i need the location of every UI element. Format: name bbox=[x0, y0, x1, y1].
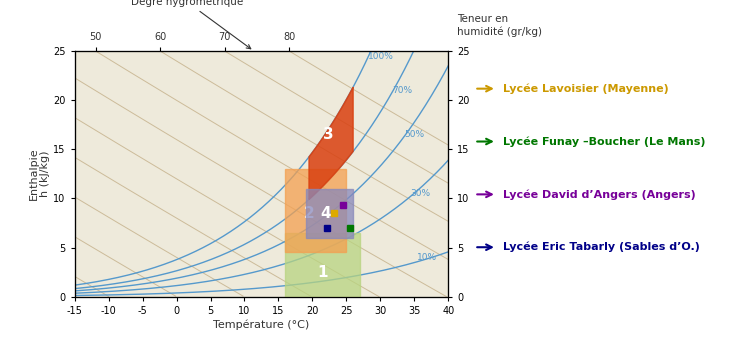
Text: 100%: 100% bbox=[368, 52, 394, 61]
Text: 70%: 70% bbox=[392, 86, 412, 95]
Text: 4: 4 bbox=[320, 206, 331, 221]
Text: 1: 1 bbox=[317, 265, 328, 280]
Text: Teneur en
humidité (gr/kg): Teneur en humidité (gr/kg) bbox=[457, 14, 542, 37]
Polygon shape bbox=[285, 233, 360, 297]
Polygon shape bbox=[285, 169, 347, 252]
Text: Lycée Funay –Boucher (Le Mans): Lycée Funay –Boucher (Le Mans) bbox=[503, 136, 705, 147]
Text: Lycée Lavoisier (Mayenne): Lycée Lavoisier (Mayenne) bbox=[503, 84, 669, 94]
Text: 50%: 50% bbox=[404, 130, 424, 139]
Y-axis label: Enthalpie
h (kJ/kg): Enthalpie h (kJ/kg) bbox=[29, 148, 50, 200]
X-axis label: Température (°C): Température (°C) bbox=[214, 320, 309, 330]
Text: Lycée David d’Angers (Angers): Lycée David d’Angers (Angers) bbox=[503, 189, 695, 199]
Text: 2: 2 bbox=[303, 206, 314, 221]
Polygon shape bbox=[306, 189, 353, 238]
Polygon shape bbox=[309, 87, 353, 199]
Text: 10%: 10% bbox=[418, 253, 438, 262]
Text: Lycée Eric Tabarly (Sables d’O.): Lycée Eric Tabarly (Sables d’O.) bbox=[503, 242, 700, 252]
Text: 30%: 30% bbox=[410, 189, 430, 198]
Text: Degré hygrométrique: Degré hygrométrique bbox=[131, 0, 251, 49]
Text: 3: 3 bbox=[323, 127, 333, 142]
